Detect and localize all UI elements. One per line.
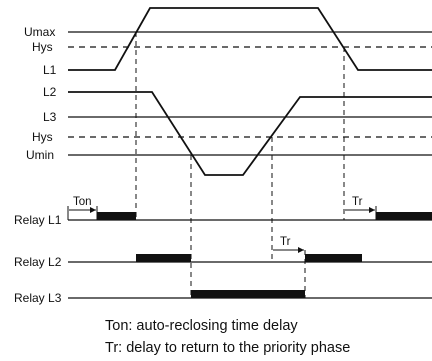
tr-relay-l1-label: Tr <box>352 196 363 208</box>
ton-arrowhead <box>90 207 96 213</box>
l1-waveform <box>68 7 432 71</box>
relay-l3-label: Relay L3 <box>14 291 62 305</box>
l2-label: L2 <box>43 85 57 99</box>
relay-l1-label: Relay L1 <box>14 213 62 227</box>
relay-l1-on-bar-1 <box>97 212 136 220</box>
ton-definition-note: Ton: auto-reclosing time delay <box>105 318 298 334</box>
l2-waveform <box>68 91 432 176</box>
tr-definition-note: Tr: delay to return to the priority phas… <box>105 340 350 356</box>
umax-label: Umax <box>24 25 55 39</box>
relay-l2-on-bar-1 <box>136 254 191 262</box>
l1-label: L1 <box>43 63 57 77</box>
umin-label: Umin <box>26 148 54 162</box>
tr-l2-arrowhead <box>298 247 304 253</box>
ton-interval-label: Ton <box>73 196 92 208</box>
relay-l3-on-bar <box>191 290 305 298</box>
l3-label: L3 <box>43 110 57 124</box>
relay-l1-on-bar-2 <box>376 212 432 220</box>
relay-l2-on-bar-2 <box>305 254 362 262</box>
tr-l1-arrowhead <box>369 207 375 213</box>
hys-bottom-label: Hys <box>32 130 53 144</box>
relay-l2-label: Relay L2 <box>14 255 62 269</box>
hys-top-label: Hys <box>32 40 53 54</box>
tr-relay-l2-label: Tr <box>280 236 291 248</box>
